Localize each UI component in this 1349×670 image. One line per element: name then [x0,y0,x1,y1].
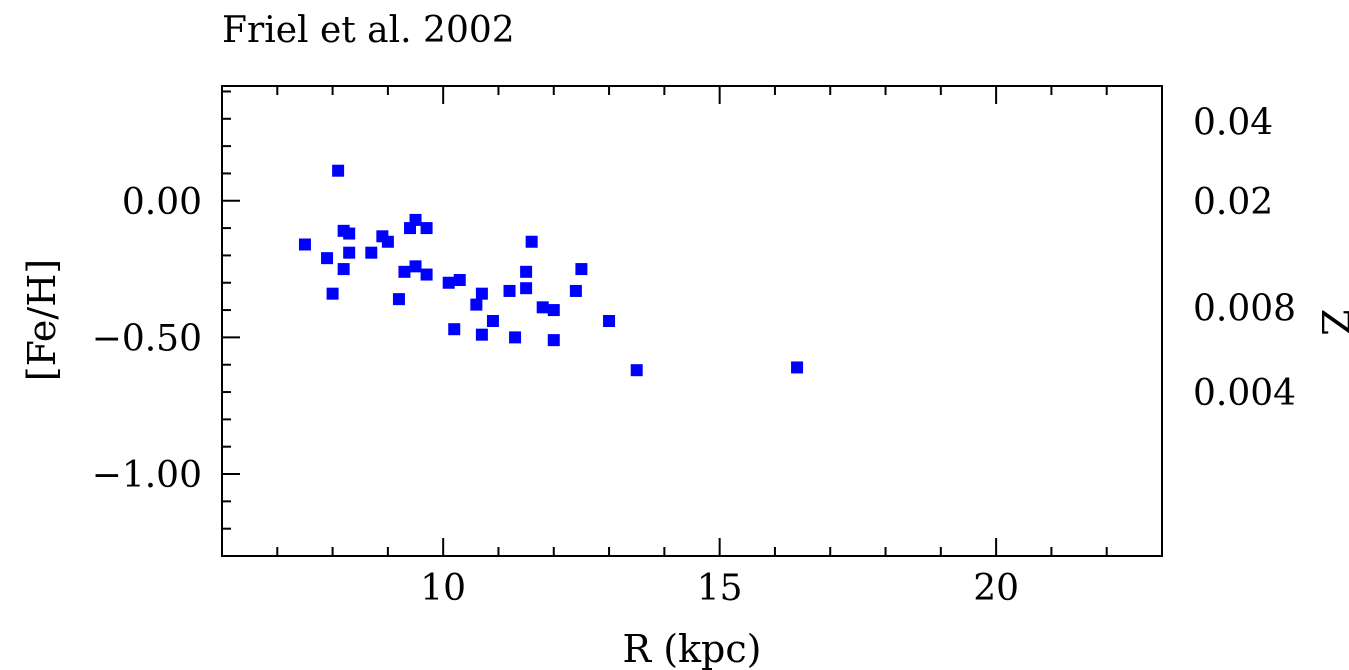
data-point [409,260,422,273]
data-point [547,304,560,317]
data-point [630,364,643,377]
y-tick-labels: 0.00 −0.50 −1.00 [92,182,202,496]
x-tick-label: 10 [420,568,466,609]
data-point [520,265,533,278]
data-point [332,164,345,177]
z-axis-label: Z [1313,309,1349,335]
data-point [575,263,588,276]
data-point [381,235,394,248]
data-point [448,323,461,336]
y-tick-label: −0.50 [92,318,202,359]
y-axis-label: [Fe/H] [20,259,64,381]
data-point [337,263,350,276]
data-point [470,298,483,311]
data-point [392,293,405,306]
data-point [547,334,560,347]
data-point [453,274,466,287]
data-point [409,213,422,226]
z-tick-label: 0.008 [1193,288,1296,329]
plot-border [221,85,1163,557]
data-point [298,238,311,251]
data-point [603,315,616,327]
data-point [326,287,339,300]
y-tick-label: 0.00 [122,182,202,223]
data-point [475,328,488,341]
z-tick-label: 0.02 [1193,182,1273,223]
data-point [503,284,516,297]
x-tick-label: 15 [697,568,743,609]
x-tick-labels: 10 15 20 [420,568,1019,609]
z-tick-label: 0.04 [1193,103,1273,144]
x-axis-label: R (kpc) [623,627,762,670]
data-point [398,265,411,278]
data-point [509,331,522,344]
x-tick-label: 20 [973,568,1019,609]
data-point [536,301,549,314]
data-point [420,268,433,281]
data-point [420,222,433,235]
y2-tick-labels: 0.04 0.02 0.008 0.004 [1193,103,1296,415]
data-point [791,361,804,374]
data-point [520,282,533,295]
data-point [486,315,499,327]
data-point [343,246,356,259]
data-points [298,164,804,377]
y-tick-label: −1.00 [92,455,202,496]
data-point [321,252,334,265]
data-point [569,284,582,297]
plot-frame [221,85,1163,557]
z-tick-label: 0.004 [1193,373,1296,414]
data-point [525,235,538,248]
chart-title: Friel et al. 2002 [222,10,515,51]
data-point [442,276,455,289]
data-point [343,227,356,240]
data-point [365,246,378,259]
minor-ticks [222,86,1108,556]
data-point [475,287,488,300]
